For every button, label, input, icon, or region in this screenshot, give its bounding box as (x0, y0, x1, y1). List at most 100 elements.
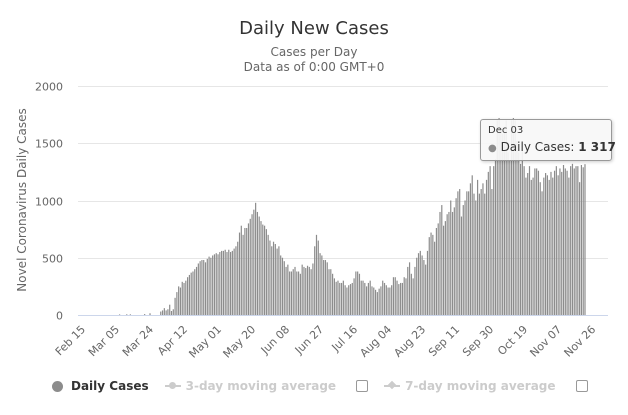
bar[interactable] (192, 271, 194, 315)
bar[interactable] (564, 168, 566, 315)
bar[interactable] (269, 240, 271, 315)
bar[interactable] (536, 168, 538, 315)
bar[interactable] (238, 232, 241, 315)
bar[interactable] (346, 287, 348, 315)
bar[interactable] (281, 257, 284, 315)
bar[interactable] (562, 165, 565, 315)
checkbox-3day-average[interactable] (356, 380, 369, 392)
bar[interactable] (263, 225, 266, 315)
bar[interactable] (541, 191, 543, 315)
bar[interactable] (534, 168, 536, 315)
bar[interactable] (167, 309, 169, 315)
bar[interactable] (509, 160, 511, 315)
bar[interactable] (144, 314, 146, 315)
bar[interactable] (553, 170, 556, 315)
bar[interactable] (400, 282, 402, 315)
bar[interactable] (568, 177, 570, 315)
bar[interactable] (179, 287, 182, 315)
bar[interactable] (323, 260, 325, 315)
bar[interactable] (385, 285, 387, 315)
bar[interactable] (555, 166, 557, 315)
bar[interactable] (170, 310, 173, 315)
bar[interactable] (484, 193, 486, 315)
bar[interactable] (183, 282, 185, 315)
bar[interactable] (505, 120, 507, 315)
bar[interactable] (478, 193, 480, 315)
bar[interactable] (527, 173, 529, 315)
bar[interactable] (537, 170, 540, 315)
bar[interactable] (444, 221, 446, 315)
bar[interactable] (169, 304, 171, 315)
bar[interactable] (521, 143, 523, 315)
bar[interactable] (174, 297, 176, 315)
bar[interactable] (233, 248, 235, 315)
bar[interactable] (570, 166, 572, 315)
bar[interactable] (584, 164, 586, 315)
bar[interactable] (330, 269, 332, 315)
bar[interactable] (414, 266, 416, 315)
bar[interactable] (319, 253, 321, 315)
bar[interactable] (573, 168, 575, 315)
bar[interactable] (398, 284, 400, 315)
bar[interactable] (366, 286, 368, 316)
bar[interactable] (194, 269, 196, 315)
bar[interactable] (324, 260, 327, 315)
bar[interactable] (360, 280, 362, 315)
bar[interactable] (315, 234, 318, 315)
bar[interactable] (579, 182, 581, 315)
bar[interactable] (410, 273, 412, 315)
bar[interactable] (489, 166, 491, 315)
bar[interactable] (201, 260, 203, 315)
bar[interactable] (314, 246, 316, 315)
bar[interactable] (566, 170, 568, 315)
bar[interactable] (383, 282, 386, 315)
bar[interactable] (485, 179, 488, 315)
bar[interactable] (487, 171, 489, 316)
bar[interactable] (217, 254, 219, 315)
bar[interactable] (126, 314, 128, 315)
bar[interactable] (428, 237, 430, 315)
bar[interactable] (408, 262, 411, 315)
bar[interactable] (299, 273, 301, 315)
bar[interactable] (301, 264, 303, 315)
bar[interactable] (425, 264, 427, 315)
bar[interactable] (172, 309, 174, 315)
bar[interactable] (364, 282, 366, 315)
bar[interactable] (450, 200, 452, 316)
bar[interactable] (206, 258, 208, 315)
bar[interactable] (426, 250, 429, 315)
bar[interactable] (351, 282, 353, 315)
bar[interactable] (503, 127, 506, 315)
bar[interactable] (473, 193, 475, 315)
bar[interactable] (518, 152, 520, 315)
bar[interactable] (333, 278, 335, 315)
bar[interactable] (321, 255, 323, 315)
bar[interactable] (403, 277, 405, 315)
bar[interactable] (212, 255, 214, 315)
bar[interactable] (244, 227, 246, 315)
bar[interactable] (378, 288, 380, 315)
bar[interactable] (188, 274, 190, 315)
bar[interactable] (550, 171, 552, 316)
bar[interactable] (181, 281, 183, 315)
bar[interactable] (494, 159, 497, 315)
bar[interactable] (405, 278, 407, 315)
bar[interactable] (412, 278, 414, 315)
bar[interactable] (224, 249, 226, 315)
bar[interactable] (511, 120, 513, 315)
bar[interactable] (528, 166, 531, 315)
bar[interactable] (215, 253, 217, 315)
bar[interactable] (219, 252, 221, 315)
bar[interactable] (226, 252, 228, 315)
bar[interactable] (253, 209, 255, 315)
bar[interactable] (434, 241, 436, 315)
bar[interactable] (498, 118, 500, 315)
bar[interactable] (163, 308, 165, 315)
bar[interactable] (237, 241, 239, 315)
bar[interactable] (297, 271, 300, 315)
bar[interactable] (514, 120, 516, 315)
bar[interactable] (210, 257, 212, 315)
bar[interactable] (453, 207, 455, 315)
bar[interactable] (435, 227, 438, 315)
bar[interactable] (373, 287, 375, 315)
